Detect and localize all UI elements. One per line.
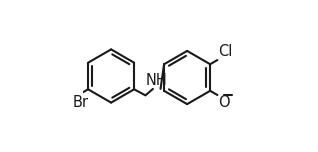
Text: Br: Br	[72, 95, 88, 110]
Text: O: O	[218, 95, 230, 111]
Text: NH: NH	[146, 73, 168, 88]
Text: Cl: Cl	[218, 44, 232, 59]
